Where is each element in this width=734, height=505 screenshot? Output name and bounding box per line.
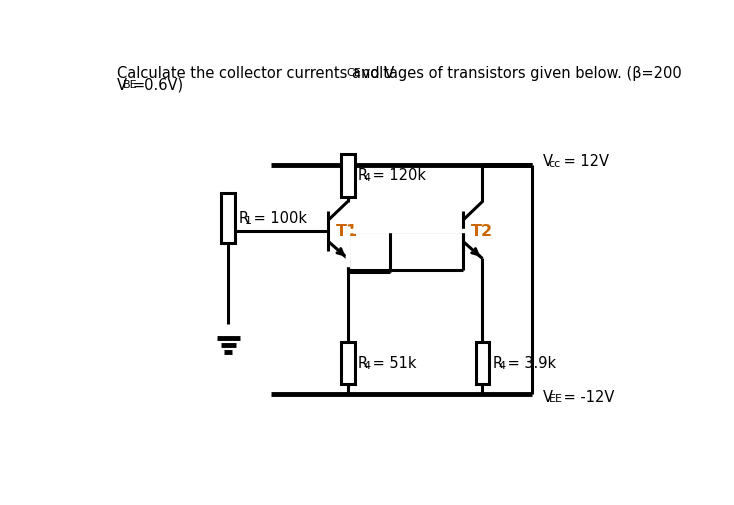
Text: R: R bbox=[239, 211, 249, 226]
Text: 4: 4 bbox=[498, 361, 506, 371]
Text: = 100k: = 100k bbox=[249, 211, 307, 226]
Text: 4: 4 bbox=[364, 361, 371, 371]
Text: R: R bbox=[357, 168, 368, 183]
Text: = 12V: = 12V bbox=[559, 154, 608, 169]
Bar bbox=[341, 342, 355, 384]
Text: voltages of transistors given below. (β=200: voltages of transistors given below. (β=… bbox=[357, 66, 682, 81]
Bar bbox=[341, 154, 355, 196]
Text: EE: EE bbox=[548, 394, 563, 405]
Bar bbox=[476, 342, 490, 384]
Text: V: V bbox=[542, 154, 553, 169]
Text: 4: 4 bbox=[364, 173, 371, 183]
Text: V: V bbox=[542, 389, 553, 405]
Text: T1: T1 bbox=[336, 224, 358, 239]
Text: CE: CE bbox=[346, 68, 361, 78]
Bar bbox=[222, 193, 236, 243]
Text: = 120k: = 120k bbox=[368, 168, 426, 183]
Text: cc: cc bbox=[548, 159, 561, 169]
Text: BE: BE bbox=[123, 80, 137, 90]
Text: V: V bbox=[117, 78, 127, 92]
Text: = -12V: = -12V bbox=[559, 389, 614, 405]
Text: Calculate the collector currents and V: Calculate the collector currents and V bbox=[117, 66, 394, 81]
Text: R: R bbox=[493, 356, 503, 371]
Text: = 3.9k: = 3.9k bbox=[504, 356, 556, 371]
Text: T2: T2 bbox=[471, 224, 493, 239]
Text: =0.6V): =0.6V) bbox=[133, 78, 184, 92]
Text: R: R bbox=[357, 356, 368, 371]
Text: 1: 1 bbox=[244, 216, 252, 226]
Text: = 51k: = 51k bbox=[368, 356, 417, 371]
